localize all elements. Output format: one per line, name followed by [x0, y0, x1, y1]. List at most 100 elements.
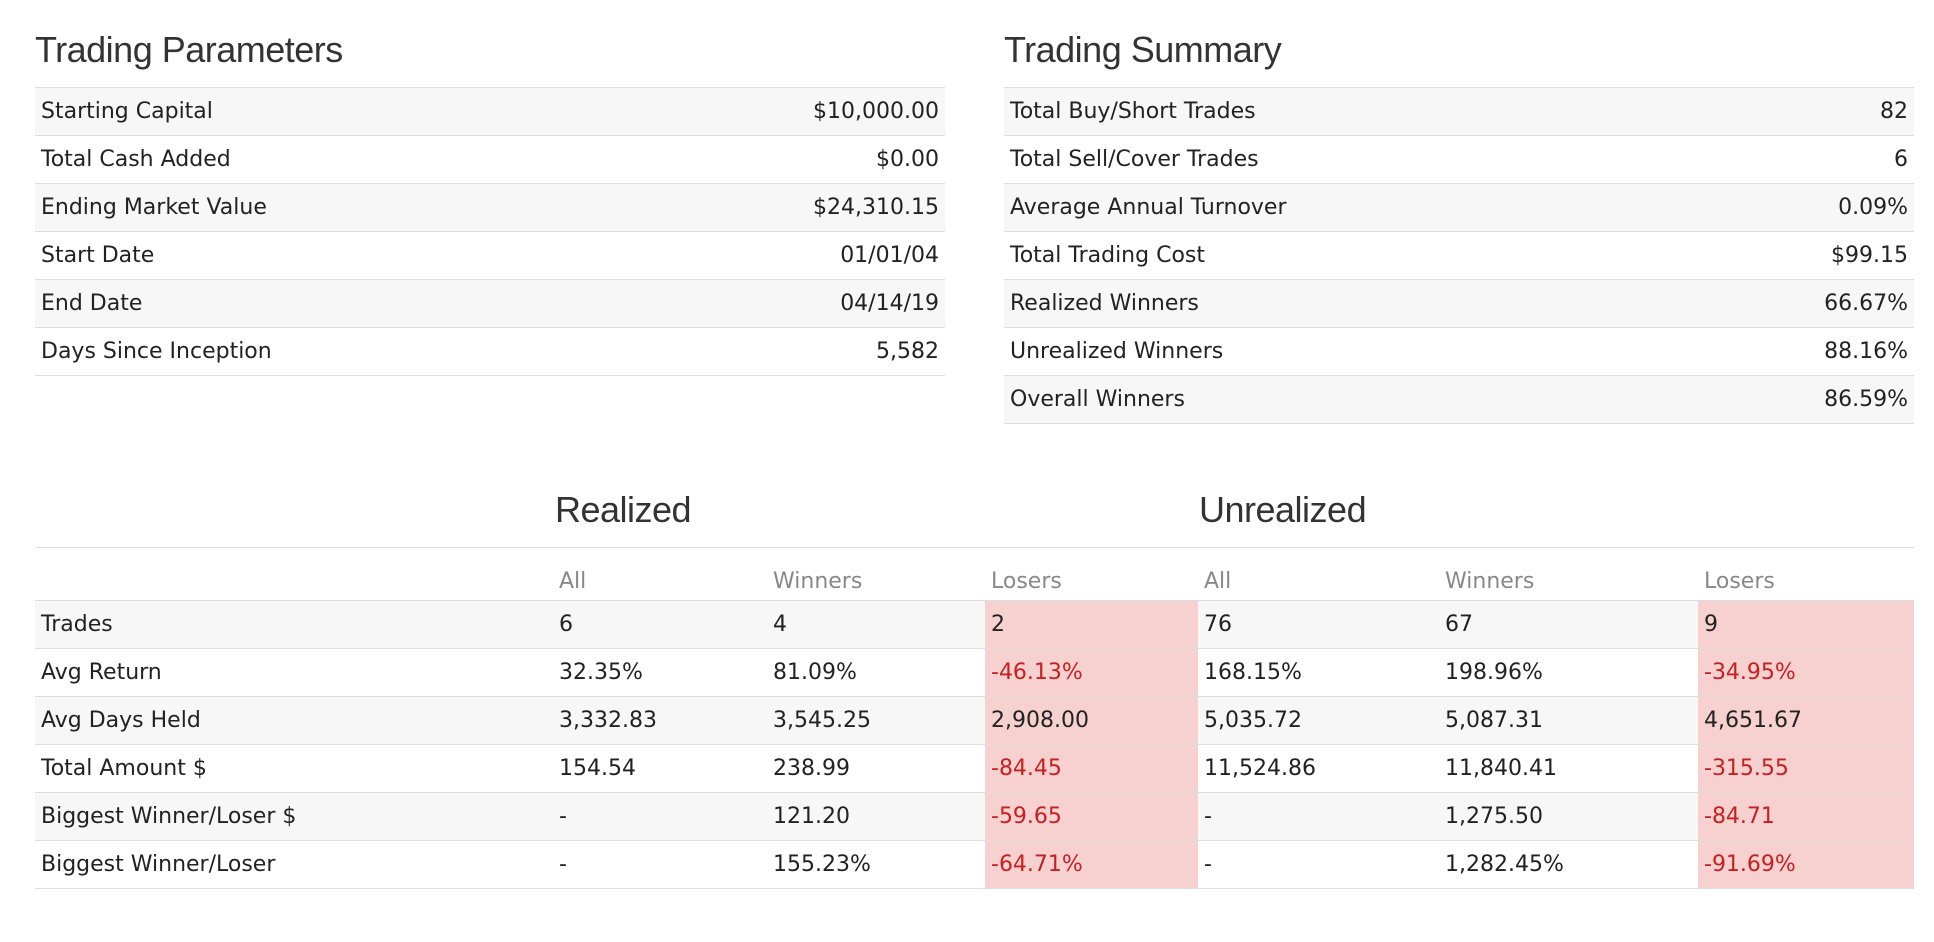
- stat-cell: 4: [767, 600, 985, 649]
- table-row: Avg Return 32.35% 81.09% -46.13% 168.15%…: [35, 648, 1914, 697]
- stat-cell-loser: -64.71%: [985, 840, 1198, 889]
- table-row: Realized Winners 66.67%: [1004, 279, 1914, 328]
- stat-cell: 238.99: [767, 744, 985, 793]
- stat-cell: 32.35%: [553, 648, 767, 697]
- table-row: Biggest Winner/Loser $ - 121.20 -59.65 -…: [35, 792, 1914, 841]
- metric-label: Total Amount $: [35, 744, 553, 793]
- stat-cell: -: [553, 792, 767, 841]
- summary-value: 82: [1686, 87, 1914, 136]
- param-value: $0.00: [615, 135, 945, 184]
- param-label: Ending Market Value: [35, 183, 616, 232]
- summary-value: 6: [1686, 135, 1914, 184]
- stat-cell-loser: -46.13%: [985, 648, 1198, 697]
- summary-label: Unrealized Winners: [1004, 327, 1687, 376]
- stats-top-divider: [35, 547, 1914, 548]
- metric-label: Biggest Winner/Loser $: [35, 792, 553, 841]
- table-row: End Date 04/14/19: [35, 279, 945, 328]
- param-label: Starting Capital: [35, 87, 616, 136]
- summary-label: Realized Winners: [1004, 279, 1687, 328]
- metric-label: Avg Return: [35, 648, 553, 697]
- param-value: 5,582: [615, 327, 945, 376]
- table-row: Ending Market Value $24,310.15: [35, 183, 945, 232]
- column-header-unrealized-losers: Losers: [1698, 548, 1914, 601]
- stat-cell-loser: -91.69%: [1698, 840, 1914, 889]
- stat-cell-loser: 4,651.67: [1698, 696, 1914, 745]
- stat-cell: 5,035.72: [1198, 696, 1439, 745]
- param-value: $10,000.00: [615, 87, 945, 136]
- table-row: Total Trading Cost $99.15: [1004, 231, 1914, 280]
- stat-cell-loser: -34.95%: [1698, 648, 1914, 697]
- stat-cell: 5,087.31: [1439, 696, 1698, 745]
- table-row: Avg Days Held 3,332.83 3,545.25 2,908.00…: [35, 696, 1914, 745]
- stat-cell-loser: 2,908.00: [985, 696, 1198, 745]
- stat-cell: 76: [1198, 600, 1439, 649]
- table-row: Unrealized Winners 88.16%: [1004, 327, 1914, 376]
- summary-value: 88.16%: [1686, 327, 1914, 376]
- table-row: Days Since Inception 5,582: [35, 327, 945, 376]
- unrealized-title: Unrealized: [1199, 489, 1367, 530]
- stat-cell: 155.23%: [767, 840, 985, 889]
- table-row: Biggest Winner/Loser - 155.23% -64.71% -…: [35, 840, 1914, 889]
- column-header-realized-winners: Winners: [767, 548, 985, 601]
- stat-cell: -: [1198, 840, 1439, 889]
- summary-value: 86.59%: [1686, 375, 1914, 424]
- trading-parameters-title: Trading Parameters: [35, 29, 343, 70]
- summary-label: Total Sell/Cover Trades: [1004, 135, 1687, 184]
- table-header-row: All Winners Losers All Winners Losers: [35, 548, 1914, 601]
- stat-cell-loser: -84.71: [1698, 792, 1914, 841]
- stat-cell: 67: [1439, 600, 1698, 649]
- stat-cell: 121.20: [767, 792, 985, 841]
- table-row: Total Cash Added $0.00: [35, 135, 945, 184]
- stat-cell: 1,275.50: [1439, 792, 1698, 841]
- stat-cell-loser: 2: [985, 600, 1198, 649]
- table-row: Total Sell/Cover Trades 6: [1004, 135, 1914, 184]
- stat-cell-loser: -59.65: [985, 792, 1198, 841]
- table-row: Starting Capital $10,000.00: [35, 87, 945, 136]
- summary-value: 66.67%: [1686, 279, 1914, 328]
- summary-value: $99.15: [1686, 231, 1914, 280]
- param-value: 01/01/04: [615, 231, 945, 280]
- metric-label: Avg Days Held: [35, 696, 553, 745]
- trading-summary-title: Trading Summary: [1004, 29, 1282, 70]
- param-label: Days Since Inception: [35, 327, 616, 376]
- metric-label: Trades: [35, 600, 553, 649]
- summary-label: Total Trading Cost: [1004, 231, 1687, 280]
- param-label: Start Date: [35, 231, 616, 280]
- stat-cell: 6: [553, 600, 767, 649]
- table-row: Start Date 01/01/04: [35, 231, 945, 280]
- stat-cell: 154.54: [553, 744, 767, 793]
- column-header-unrealized-all: All: [1198, 548, 1439, 601]
- stat-cell-loser: -315.55: [1698, 744, 1914, 793]
- stat-cell-loser: -84.45: [985, 744, 1198, 793]
- param-value: $24,310.15: [615, 183, 945, 232]
- summary-label: Average Annual Turnover: [1004, 183, 1687, 232]
- stat-cell: 3,545.25: [767, 696, 985, 745]
- table-row: Total Amount $ 154.54 238.99 -84.45 11,5…: [35, 744, 1914, 793]
- trading-summary-table: Total Buy/Short Trades 82 Total Sell/Cov…: [1004, 87, 1914, 424]
- column-header-realized-losers: Losers: [985, 548, 1198, 601]
- param-value: 04/14/19: [615, 279, 945, 328]
- stat-cell: 81.09%: [767, 648, 985, 697]
- column-header-metric: [35, 548, 553, 601]
- table-row: Overall Winners 86.59%: [1004, 375, 1914, 424]
- stat-cell: 3,332.83: [553, 696, 767, 745]
- column-header-realized-all: All: [553, 548, 767, 601]
- summary-value: 0.09%: [1686, 183, 1914, 232]
- stat-cell: 198.96%: [1439, 648, 1698, 697]
- param-label: Total Cash Added: [35, 135, 616, 184]
- summary-label: Total Buy/Short Trades: [1004, 87, 1687, 136]
- stat-cell: 168.15%: [1198, 648, 1439, 697]
- table-row: Average Annual Turnover 0.09%: [1004, 183, 1914, 232]
- trading-parameters-table: Starting Capital $10,000.00 Total Cash A…: [35, 87, 945, 376]
- stat-cell-loser: 9: [1698, 600, 1914, 649]
- table-row: Total Buy/Short Trades 82: [1004, 87, 1914, 136]
- trade-stats-table: All Winners Losers All Winners Losers Tr…: [35, 548, 1914, 889]
- realized-title: Realized: [555, 489, 692, 530]
- stat-cell: 11,840.41: [1439, 744, 1698, 793]
- metric-label: Biggest Winner/Loser: [35, 840, 553, 889]
- stat-cell: 11,524.86: [1198, 744, 1439, 793]
- table-row: Trades 6 4 2 76 67 9: [35, 600, 1914, 649]
- column-header-unrealized-winners: Winners: [1439, 548, 1698, 601]
- stat-cell: 1,282.45%: [1439, 840, 1698, 889]
- summary-label: Overall Winners: [1004, 375, 1687, 424]
